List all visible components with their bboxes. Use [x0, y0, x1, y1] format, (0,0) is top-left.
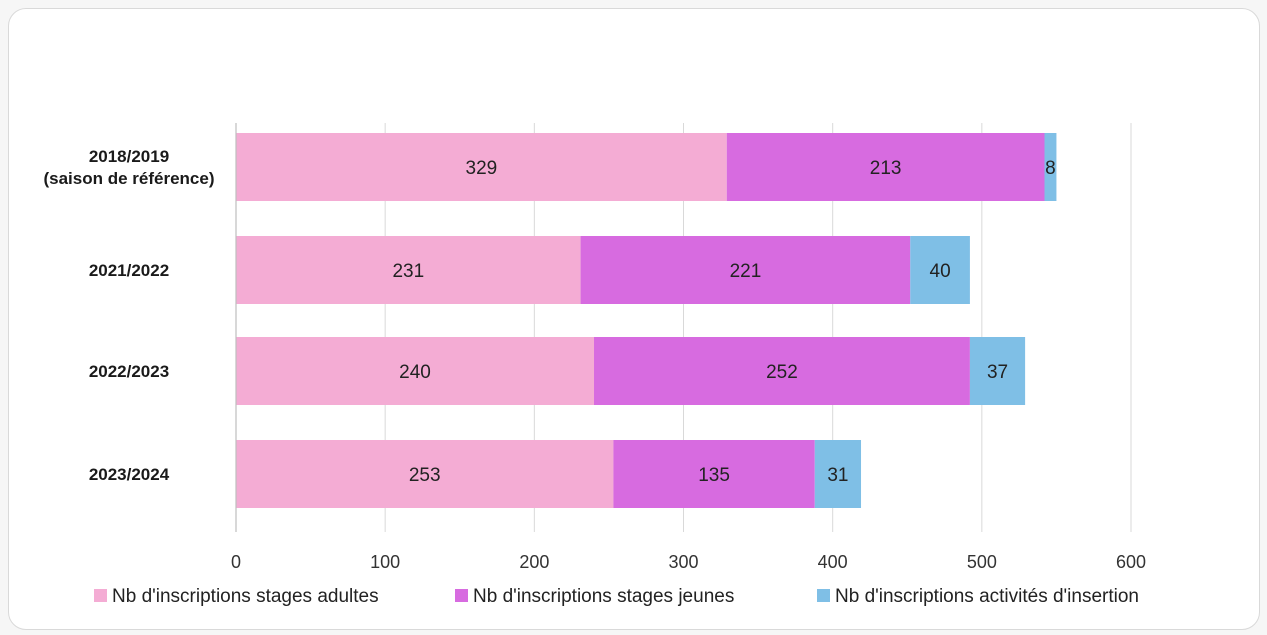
chart-card: 329 213 8 231 221 40 240 252 37 253 135 31 2018/201…: [8, 8, 1260, 630]
bar-segment: [613, 440, 815, 508]
bar-segment: [814, 440, 862, 508]
bar-segment: [726, 133, 1045, 201]
x-tick-label: 500: [967, 552, 997, 572]
bar-value-label: 37: [987, 362, 1008, 383]
bar-value-label: 31: [827, 465, 848, 486]
bar-value-label: 252: [766, 362, 798, 383]
bar-value-label: 221: [730, 261, 762, 282]
bar-value-label: 329: [466, 158, 498, 179]
x-tick-label: 400: [818, 552, 848, 572]
legend-label: Nb d'inscriptions stages adultes: [112, 586, 379, 607]
category-label: 2022/2023: [89, 362, 169, 381]
category-label: 2023/2024: [89, 465, 170, 484]
bar-value-label: 8: [1045, 158, 1056, 179]
x-tick-label: 200: [519, 552, 549, 572]
bar-value-label: 135: [698, 465, 730, 486]
x-tick-labels: 0 100 200 300 400 500 600: [231, 552, 1146, 572]
x-tick-label: 300: [668, 552, 698, 572]
bar-value-label: 40: [930, 261, 951, 282]
bar-value-label: 240: [399, 362, 431, 383]
stacked-bar-chart: 329 213 8 231 221 40 240 252 37 253 135 31 2018/201…: [43, 123, 1146, 607]
legend-label: Nb d'inscriptions stages jeunes: [473, 586, 734, 607]
bar-value-label: 253: [409, 465, 441, 486]
category-label: 2018/2019: [89, 147, 169, 166]
legend-swatch: [817, 589, 830, 602]
legend-label: Nb d'inscriptions activités d'insertion: [835, 586, 1139, 607]
x-tick-label: 600: [1116, 552, 1146, 572]
bar-segment: [236, 236, 581, 304]
bars: 329 213 8 231 221 40 240 252 37 253 135 31: [236, 133, 1057, 508]
category-label: (saison de référence): [43, 169, 214, 188]
x-tick-label: 100: [370, 552, 400, 572]
x-tick-label: 0: [231, 552, 241, 572]
bar-value-label: 231: [392, 261, 424, 282]
bar-value-label: 213: [870, 158, 902, 179]
bar-segment: [969, 337, 1026, 405]
bar-segment: [236, 133, 727, 201]
legend-swatch: [94, 589, 107, 602]
bar-segment: [236, 440, 614, 508]
legend: Nb d'inscriptions stages adultes Nb d'ins…: [94, 586, 1139, 607]
category-labels: 2018/2019 (saison de référence) 2021/2022 2…: [43, 147, 214, 484]
bar-segment: [910, 236, 970, 304]
legend-swatch: [455, 589, 468, 602]
bar-segment: [594, 337, 970, 405]
bar-segment: [1044, 133, 1057, 201]
category-label: 2021/2022: [89, 261, 169, 280]
bar-segment: [580, 236, 911, 304]
bar-segment: [236, 337, 595, 405]
